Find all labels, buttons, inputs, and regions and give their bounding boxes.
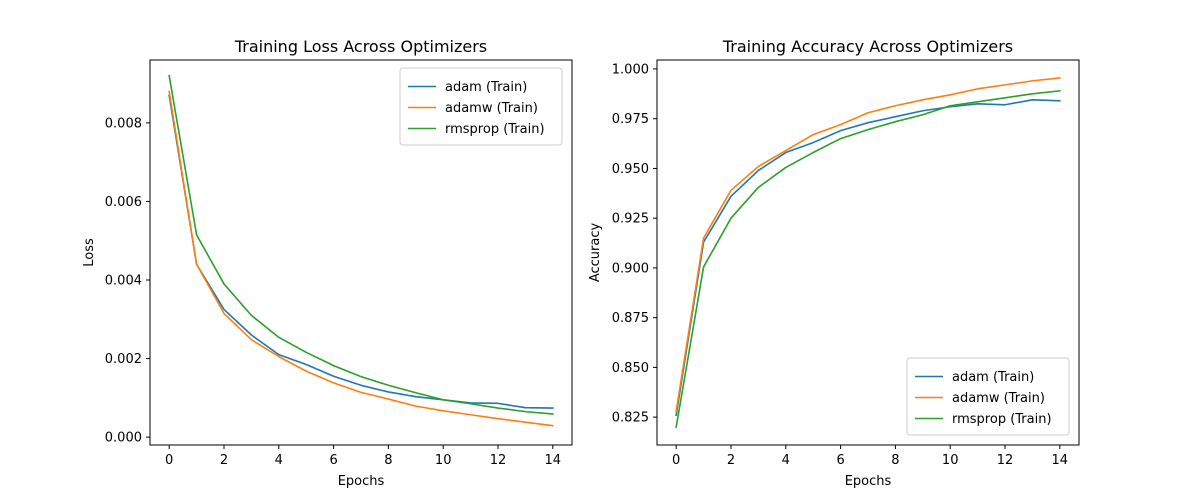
accuracy-x-ticks: 0 2 4 6 8 10 12 14 [672, 445, 1068, 468]
accuracy-x-tick-label: 0 [672, 453, 680, 468]
accuracy-x-axis-label: Epochs [845, 474, 892, 489]
accuracy-x-tick-label: 2 [727, 453, 735, 468]
accuracy-legend-label-0: adam (Train) [952, 370, 1034, 385]
accuracy-legend-box [906, 357, 1070, 436]
accuracy-chart: Training Accuracy Across Optimizers 0 2 4 6… [588, 37, 1080, 489]
loss-legend-label-0: adam (Train) [445, 80, 527, 95]
accuracy-series-line-2 [675, 89, 1061, 429]
accuracy-y-tick-label: 0.825 [612, 411, 649, 426]
loss-series-line-0 [168, 94, 554, 409]
accuracy-x-tick-label: 8 [891, 453, 899, 468]
loss-y-tick-label: 0.006 [105, 195, 142, 210]
loss-x-tick-label: 14 [545, 453, 562, 468]
accuracy-series-lines [675, 77, 1061, 429]
loss-legend: adam (Train) adamw (Train) rmsprop (Train) [399, 67, 563, 146]
loss-legend-box [399, 67, 563, 146]
loss-series-line-1 [168, 90, 554, 427]
loss-series-line-2 [168, 74, 554, 415]
accuracy-x-tick-label: 12 [997, 453, 1014, 468]
loss-x-tick-label: 2 [220, 453, 228, 468]
loss-x-axis-label: Epochs [338, 474, 385, 489]
accuracy-y-tick-label: 1.000 [612, 62, 649, 77]
loss-legend-label-2: rmsprop (Train) [445, 122, 545, 137]
loss-y-tick-label: 0.002 [105, 352, 142, 367]
accuracy-series-line-0 [675, 98, 1061, 417]
accuracy-x-tick-label: 6 [836, 453, 844, 468]
accuracy-y-ticks: 0.825 0.850 0.875 0.900 0.925 0.950 0.975 1.000 [612, 62, 657, 426]
loss-x-tick-label: 12 [490, 453, 507, 468]
accuracy-y-tick-label: 0.975 [612, 112, 649, 127]
accuracy-x-tick-label: 4 [782, 453, 790, 468]
loss-y-tick-label: 0.004 [105, 274, 142, 289]
loss-plot-frame [149, 59, 573, 446]
loss-x-tick-label: 8 [384, 453, 392, 468]
loss-x-tick-label: 4 [275, 453, 283, 468]
accuracy-chart-title: Training Accuracy Across Optimizers [722, 37, 1013, 56]
accuracy-x-tick-label: 14 [1052, 453, 1069, 468]
loss-chart: Training Loss Across Optimizers 0 2 4 6 8 10 1… [82, 37, 573, 489]
loss-chart-title: Training Loss Across Optimizers [234, 37, 487, 56]
accuracy-y-tick-label: 0.950 [612, 162, 649, 177]
loss-x-tick-label: 0 [165, 453, 173, 468]
loss-y-tick-label: 0.000 [105, 431, 142, 446]
accuracy-plot-frame [656, 59, 1080, 446]
accuracy-legend-label-1: adamw (Train) [952, 391, 1045, 406]
loss-y-tick-label: 0.008 [105, 116, 142, 131]
accuracy-y-tick-label: 0.875 [612, 311, 649, 326]
accuracy-series-line-1 [675, 77, 1061, 413]
loss-y-axis-label: Loss [82, 238, 97, 267]
accuracy-x-tick-label: 10 [942, 453, 959, 468]
accuracy-legend-label-2: rmsprop (Train) [952, 412, 1052, 427]
accuracy-y-tick-label: 0.900 [612, 261, 649, 276]
loss-x-tick-label: 10 [435, 453, 452, 468]
loss-legend-label-1: adamw (Train) [445, 101, 538, 116]
accuracy-y-tick-label: 0.850 [612, 361, 649, 376]
loss-x-tick-label: 6 [329, 453, 337, 468]
loss-series-lines [168, 74, 554, 427]
loss-y-ticks: 0.000 0.002 0.004 0.006 0.008 [105, 116, 150, 446]
accuracy-legend: adam (Train) adamw (Train) rmsprop (Train) [906, 357, 1070, 436]
accuracy-y-tick-label: 0.925 [612, 212, 649, 227]
loss-x-ticks: 0 2 4 6 8 10 12 14 [165, 445, 561, 468]
accuracy-y-axis-label: Accuracy [588, 223, 603, 283]
